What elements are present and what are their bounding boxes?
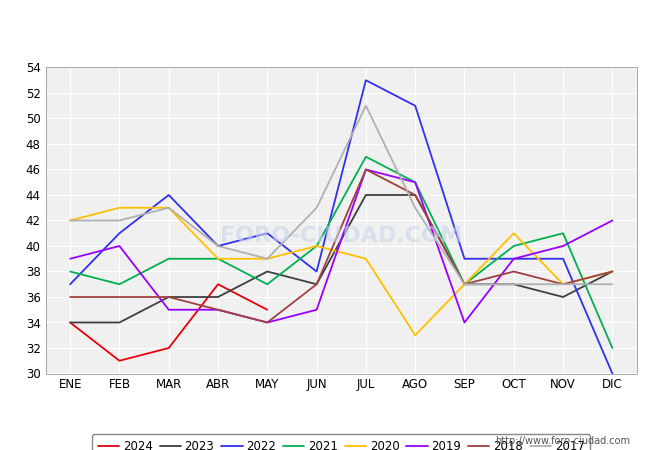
Legend: 2024, 2023, 2022, 2021, 2020, 2019, 2018, 2017: 2024, 2023, 2022, 2021, 2020, 2019, 2018… [92,435,590,450]
Text: Afiliados en Robledo del Mazo a 31/5/2024: Afiliados en Robledo del Mazo a 31/5/202… [133,18,517,36]
Text: http://www.foro-ciudad.com: http://www.foro-ciudad.com [495,436,630,446]
Text: FORO-CIUDAD.COM: FORO-CIUDAD.COM [220,226,462,246]
